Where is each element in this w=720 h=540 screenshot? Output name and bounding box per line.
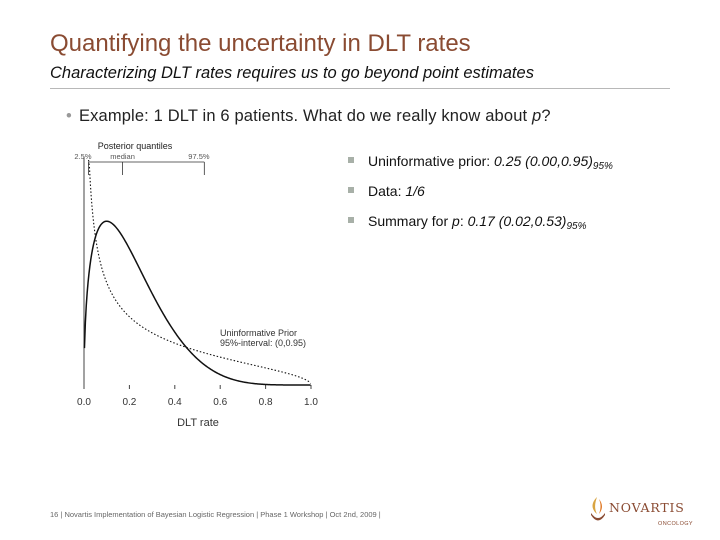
summary-var-p: p <box>452 213 460 229</box>
novartis-flame-icon <box>591 497 605 521</box>
annotation-line-2: 95%-interval: (0,0.95) <box>220 338 306 348</box>
bullet-prior: Uninformative prior: 0.25 (0.00,0.95)95% <box>348 153 613 183</box>
posterior-quantiles-title: Posterior quantiles <box>98 141 173 151</box>
main-bullet-text-b: ? <box>541 107 551 125</box>
main-bullet: • Example: 1 DLT in 6 patients. What do w… <box>66 107 551 126</box>
logo-brand-text: NOVARTIS <box>609 500 685 515</box>
summary-label: Summary for <box>368 213 453 229</box>
slide-title: Quantifying the uncertainty in DLT rates <box>50 30 471 57</box>
prior-interval-sub: 95% <box>592 161 613 172</box>
summary-value: 0.17 (0.02,0.53) <box>467 213 567 229</box>
main-bullet-var-p: p <box>532 107 542 125</box>
summary-bullets: Uninformative prior: 0.25 (0.00,0.95)95%… <box>348 153 613 243</box>
quantile-label: 97.5% <box>188 152 210 161</box>
summary-colon: : <box>459 213 468 229</box>
bullet-dot-icon: • <box>66 107 72 125</box>
prior-density-curve <box>87 159 311 384</box>
logo-division-text: ONCOLOGY <box>658 521 693 527</box>
summary-interval-sub: 95% <box>566 221 587 232</box>
main-bullet-text-a: Example: 1 DLT in 6 patients. What do we… <box>78 107 532 125</box>
annotation-line-1: Uninformative Prior <box>220 328 297 338</box>
square-bullet-icon <box>348 217 354 223</box>
square-bullet-icon <box>348 157 354 163</box>
square-bullet-icon <box>348 187 354 193</box>
bullet-summary: Summary for p: 0.17 (0.02,0.53)95% <box>348 213 613 243</box>
x-tick-label: 0.8 <box>259 397 273 408</box>
chart-axes: 0.0 0.2 0.4 0.6 0.8 1.0 <box>77 157 318 408</box>
quantile-label: 2.5% <box>74 152 91 161</box>
x-tick-label: 0.6 <box>213 397 227 408</box>
slide-footer: 16 | Novartis Implementation of Bayesian… <box>50 510 381 519</box>
data-label: Data: <box>368 183 406 199</box>
data-value: 1/6 <box>405 183 425 199</box>
quantile-label: median <box>110 152 135 161</box>
prior-value: 0.25 (0.00,0.95) <box>494 153 593 169</box>
posterior-quantile-ticks: 2.5% median 97.5% <box>74 152 210 175</box>
x-axis-label: DLT rate <box>177 417 219 429</box>
slide-subtitle: Characterizing DLT rates requires us to … <box>50 64 534 82</box>
x-tick-label: 0.2 <box>122 397 136 408</box>
x-tick-label: 0.0 <box>77 397 91 408</box>
prior-label: Uninformative prior: <box>368 153 495 169</box>
dlt-rate-density-chart: Posterior quantiles 2.5% median 97.5% 0.0 0… <box>74 141 318 429</box>
x-tick-label: 1.0 <box>304 397 318 408</box>
density-curves <box>83 159 311 386</box>
bullet-data: Data: 1/6 <box>348 183 613 213</box>
novartis-oncology-logo: NOVARTIS ONCOLOGY <box>591 497 693 527</box>
title-divider <box>50 88 670 89</box>
x-tick-label: 0.4 <box>168 397 182 408</box>
posterior-density-curve <box>83 220 311 386</box>
